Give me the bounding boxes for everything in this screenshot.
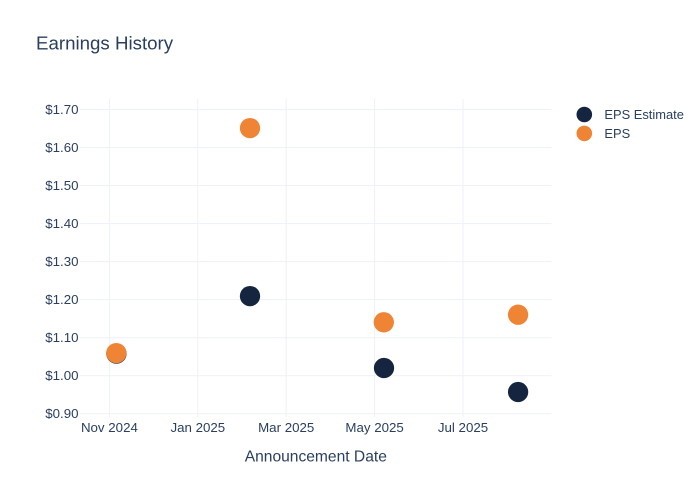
svg-text:$1.60: $1.60 (45, 140, 78, 155)
svg-text:$0.90: $0.90 (45, 406, 78, 421)
svg-text:Jan 2025: Jan 2025 (170, 420, 225, 435)
svg-text:Jul 2025: Jul 2025 (438, 420, 488, 435)
svg-text:$1.50: $1.50 (45, 178, 78, 193)
svg-text:Earnings History: Earnings History (36, 33, 174, 54)
svg-text:Nov 2024: Nov 2024 (81, 420, 138, 435)
svg-text:$1.20: $1.20 (45, 292, 78, 307)
svg-text:$1.70: $1.70 (45, 102, 78, 117)
svg-text:May 2025: May 2025 (345, 420, 403, 435)
svg-text:Mar 2025: Mar 2025 (258, 420, 314, 435)
svg-text:EPS: EPS (604, 126, 630, 141)
svg-text:Announcement Date: Announcement Date (245, 449, 387, 466)
svg-text:$1.00: $1.00 (45, 368, 78, 383)
svg-text:EPS Estimate: EPS Estimate (604, 107, 684, 122)
svg-text:$1.10: $1.10 (45, 330, 78, 345)
svg-text:$1.30: $1.30 (45, 254, 78, 269)
svg-text:$1.40: $1.40 (45, 216, 78, 231)
